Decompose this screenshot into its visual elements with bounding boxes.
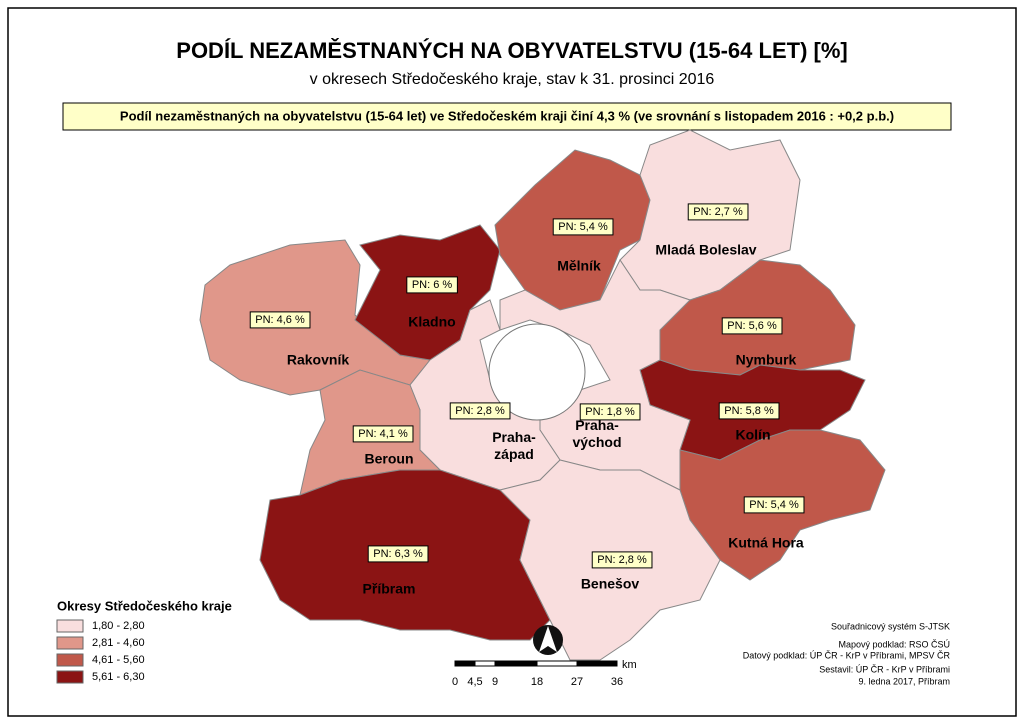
pn-box	[406, 276, 458, 294]
legend-label: 1,80 - 2,80	[92, 620, 145, 632]
legend-swatch	[56, 670, 84, 684]
pn-box	[591, 551, 653, 569]
legend-label: 4,61 - 5,60	[92, 654, 145, 666]
scale-tick: 27	[571, 676, 583, 688]
pn-label: PN: 5,8 %	[724, 405, 774, 417]
scale-segment	[576, 660, 618, 667]
labels: PN: 4,6 % Rakovník PN: 6 % Kladno PN: 5,4 % M…	[249, 203, 805, 597]
scale-segment	[454, 660, 476, 667]
credit: Mapový podklad: RSO ČSÚ	[838, 639, 950, 649]
legend-swatch	[56, 619, 84, 633]
district-name: Kladno	[408, 314, 455, 330]
district-name: Kolín	[736, 427, 771, 443]
pn-label: PN: 2,8 %	[455, 405, 505, 417]
pn-box	[449, 402, 511, 420]
scale-tick: 18	[531, 676, 543, 688]
district-name: Mladá Boleslav	[655, 242, 756, 258]
district-name: Praha-	[575, 417, 619, 433]
district-name: Benešov	[581, 576, 640, 592]
north-arrow	[533, 625, 563, 655]
credit: Datový podklad: ÚP ČR - KrP v Příbrami, …	[743, 650, 951, 660]
district-name: Příbram	[363, 581, 416, 597]
pn-box	[718, 402, 780, 420]
district-name: Mělník	[557, 258, 601, 274]
pn-box	[249, 311, 311, 329]
banner-box	[62, 102, 952, 131]
pn-label: PN: 5,4 %	[749, 499, 799, 511]
district-name: Kutná Hora	[728, 535, 804, 551]
pn-box	[687, 203, 749, 221]
pn-label: PN: 6,3 %	[373, 548, 423, 560]
legend-swatch	[56, 636, 84, 650]
pn-box	[579, 403, 641, 421]
pn-box	[352, 425, 414, 443]
district-name: Rakovník	[287, 352, 349, 368]
credits: Souřadnicový systém S-JTSK Mapový podklad…	[743, 621, 951, 686]
district-name: západ	[494, 446, 534, 462]
pn-label: PN: 2,7 %	[693, 206, 743, 218]
pn-label: PN: 4,1 %	[358, 428, 408, 440]
pn-box	[743, 496, 805, 514]
scale-unit: km	[622, 659, 637, 671]
scale-tick: 36	[611, 676, 623, 688]
pn-label: PN: 2,8 %	[597, 554, 647, 566]
banner: Podíl nezaměstnaných na obyvatelstvu (15…	[120, 108, 894, 123]
district-name: východ	[572, 434, 621, 450]
legend-title: Okresy Středočeského kraje	[57, 598, 232, 613]
pn-box	[367, 545, 429, 563]
scale-tick: 9	[492, 676, 498, 688]
legend-swatch	[56, 653, 84, 667]
pn-box	[552, 218, 614, 236]
district-name: Praha-	[492, 429, 536, 445]
subtitle: v okresech Středočeského kraje, stav k 3…	[310, 71, 715, 88]
legend: 1,80 - 2,80 2,81 - 4,60 4,61 - 5,60 5,61 - …	[56, 619, 145, 684]
pn-label: PN: 5,6 %	[727, 320, 777, 332]
north-needle	[539, 626, 557, 652]
district	[499, 259, 691, 491]
scale-tick: 4,5	[467, 676, 482, 688]
credit: Souřadnicový systém S-JTSK	[831, 621, 950, 631]
scale-segment	[474, 660, 496, 667]
pn-label: PN: 1,8 %	[585, 406, 635, 418]
scale-tick: 0	[452, 676, 458, 688]
credit: 9. ledna 2017, Příbram	[858, 676, 950, 686]
legend-label: 2,81 - 4,60	[92, 637, 145, 649]
pn-box	[721, 317, 783, 335]
district-name: Nymburk	[736, 352, 797, 368]
pn-label: PN: 6 %	[412, 279, 453, 291]
scale-segment	[494, 660, 538, 667]
pn-label: PN: 5,4 %	[558, 221, 608, 233]
credit: Sestavil: ÚP ČR - KrP v Příbrami	[819, 664, 950, 674]
title: PODÍL NEZAMĚSTNANÝCH NA OBYVATELSTVU (15…	[176, 38, 847, 63]
scale-segment	[536, 660, 578, 667]
scale-bar: 0 4,5 9 18 27 36 km	[452, 659, 637, 688]
pn-label: PN: 4,6 %	[255, 314, 305, 326]
district-name: Beroun	[365, 451, 414, 467]
legend-label: 5,61 - 6,30	[92, 671, 145, 683]
praha	[488, 323, 586, 421]
